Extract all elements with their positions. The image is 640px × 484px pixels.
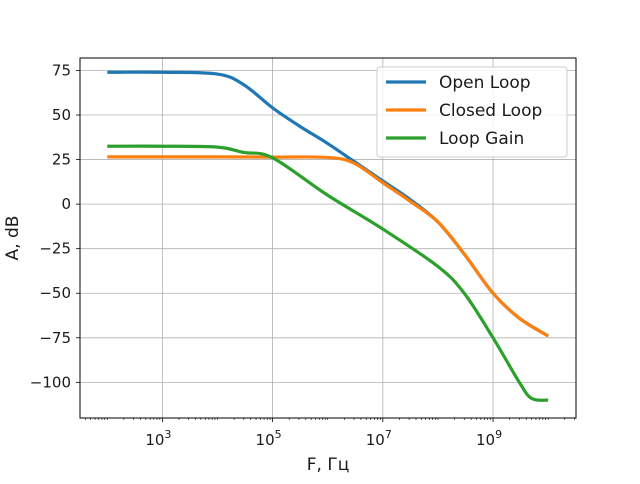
x-tick-label: 103 bbox=[145, 428, 171, 449]
x-tick-label: 107 bbox=[366, 428, 392, 449]
legend-frame bbox=[376, 66, 568, 158]
legend-label-open-loop: Open Loop bbox=[439, 73, 531, 93]
series-lines bbox=[107, 70, 550, 402]
x-tick-label: 105 bbox=[256, 428, 282, 449]
y-tick-label: 0 bbox=[61, 195, 71, 213]
y-tick-label: 50 bbox=[52, 106, 71, 124]
y-axis-label: A, dB bbox=[3, 216, 23, 261]
legend: Open Loop Closed Loop Loop Gain bbox=[376, 66, 568, 158]
series-line-loop-gain bbox=[107, 144, 549, 402]
x-axis-label: F, Гц bbox=[307, 455, 350, 475]
y-tick-label: 75 bbox=[52, 61, 71, 79]
x-tick-label: 109 bbox=[476, 428, 502, 449]
axis-ticks: 103 105 107 109 75 50 25 0 −25 −50 −75 −100 bbox=[30, 61, 575, 449]
y-tick-label: −100 bbox=[30, 373, 71, 391]
series-line-closed-loop bbox=[107, 155, 550, 338]
legend-label-loop-gain: Loop Gain bbox=[439, 129, 524, 149]
y-tick-label: −25 bbox=[39, 240, 71, 258]
y-tick-label: −50 bbox=[39, 284, 71, 302]
legend-label-closed-loop: Closed Loop bbox=[439, 101, 542, 121]
y-tick-label: −75 bbox=[39, 329, 71, 347]
y-tick-label: 25 bbox=[52, 151, 71, 169]
